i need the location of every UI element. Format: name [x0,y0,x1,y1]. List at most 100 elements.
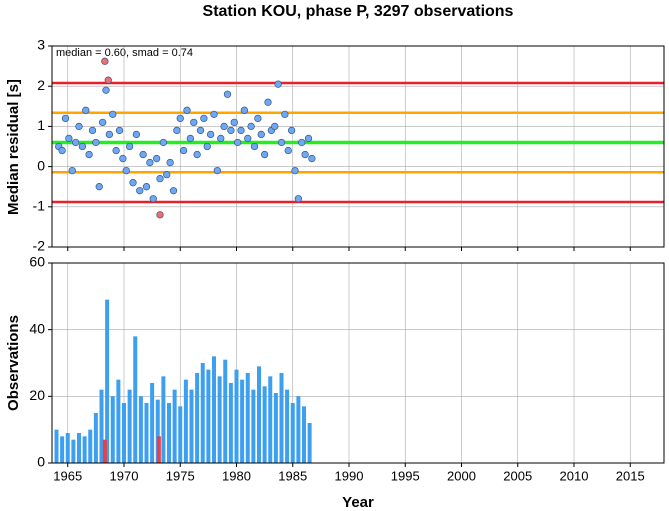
scatter-point [129,179,137,187]
y-tick-label: 2 [37,77,45,93]
x-tick-label: 1985 [278,468,307,483]
y-tick-label: 3 [37,37,45,53]
bar [228,383,233,463]
scatter-point [119,154,127,163]
chart-title: Station KOU, phase P, 3297 observations [203,3,514,20]
scatter-point [146,158,154,167]
bar [178,406,183,463]
bar [167,403,171,463]
scatter-point [71,138,80,147]
scatter-point [58,146,66,155]
scatter-point [264,98,272,106]
bar [262,386,267,463]
bar [200,363,205,463]
x-tick-label: 2005 [503,468,532,483]
scatter-point [254,114,262,123]
bar [302,406,306,463]
bar [144,403,149,463]
scatter-point [101,57,109,65]
bar [290,403,295,463]
x-tick-label: 1990 [335,468,364,483]
bar [60,436,65,463]
bar [183,379,188,463]
scatter-point [260,150,269,159]
scatter-point [210,110,218,118]
x-tick-label: 1980 [222,468,251,483]
bar [155,399,160,463]
x-axis-label: Year [342,494,374,511]
x-tick-label: 1970 [110,468,139,483]
scatter-point [173,126,181,135]
x-tick-label: 1975 [166,468,195,483]
bar [268,376,273,463]
plot-frame [51,45,665,248]
bar [240,379,245,463]
scatter-point [250,142,259,151]
bar [71,439,76,463]
scatter-point [200,114,208,123]
scatter-point [244,134,252,143]
x-tick-label: 1995 [391,468,420,483]
scatter-point [88,126,97,135]
scatter-point [163,170,171,179]
bar [88,429,93,463]
scatter-point [105,130,114,139]
y-tick-label: 1 [37,117,45,133]
bar [77,433,81,463]
scatter-point [68,166,76,175]
scatter-point [92,138,100,147]
bar [54,429,59,463]
scatter-point [152,154,161,163]
scatter-point [166,158,174,167]
scatter-point [240,106,249,114]
scatter-point [125,142,134,151]
scatter-point [109,110,117,118]
scatter-point [75,122,83,131]
scatter-point [82,106,90,114]
scatter-point [281,110,289,118]
scatter-point [247,122,255,131]
y-axis-label: Observations [5,315,22,411]
scatter-point [179,146,188,155]
bar [110,396,115,463]
scatter-point [304,134,313,143]
y-tick-label: 0 [37,454,45,470]
bar [133,336,138,463]
bar [127,389,132,463]
bar [156,436,161,463]
scatter-point [271,122,279,131]
scatter-point [183,106,191,114]
scatter-point [287,126,296,135]
scatter-point [65,134,73,143]
bar [93,413,98,463]
scatter-point [298,138,306,147]
scatter-point [159,138,168,147]
scatter-point [61,114,70,123]
scatter-point [301,150,309,159]
bar [82,436,87,463]
x-tick-label: 2010 [560,468,589,483]
bar [99,389,104,463]
scatter-point [104,76,112,84]
scatter-point [186,134,195,143]
bar [223,359,228,463]
scatter-point [196,126,205,135]
scatter-point [227,126,235,135]
scatter-point [257,130,265,139]
bar [122,403,126,463]
scatter-point [284,146,292,155]
plot-frame [51,262,665,464]
scatter-point [112,146,120,155]
x-tick-label: 1965 [53,468,82,483]
scatter-point [277,138,286,147]
scatter-point [213,166,222,175]
bar [217,376,222,463]
bar [116,379,121,463]
bar [172,389,177,463]
scatter-point [308,154,316,163]
bar [189,389,194,463]
bar [279,373,284,463]
scatter-point [132,130,141,139]
scatter-point [220,122,228,131]
